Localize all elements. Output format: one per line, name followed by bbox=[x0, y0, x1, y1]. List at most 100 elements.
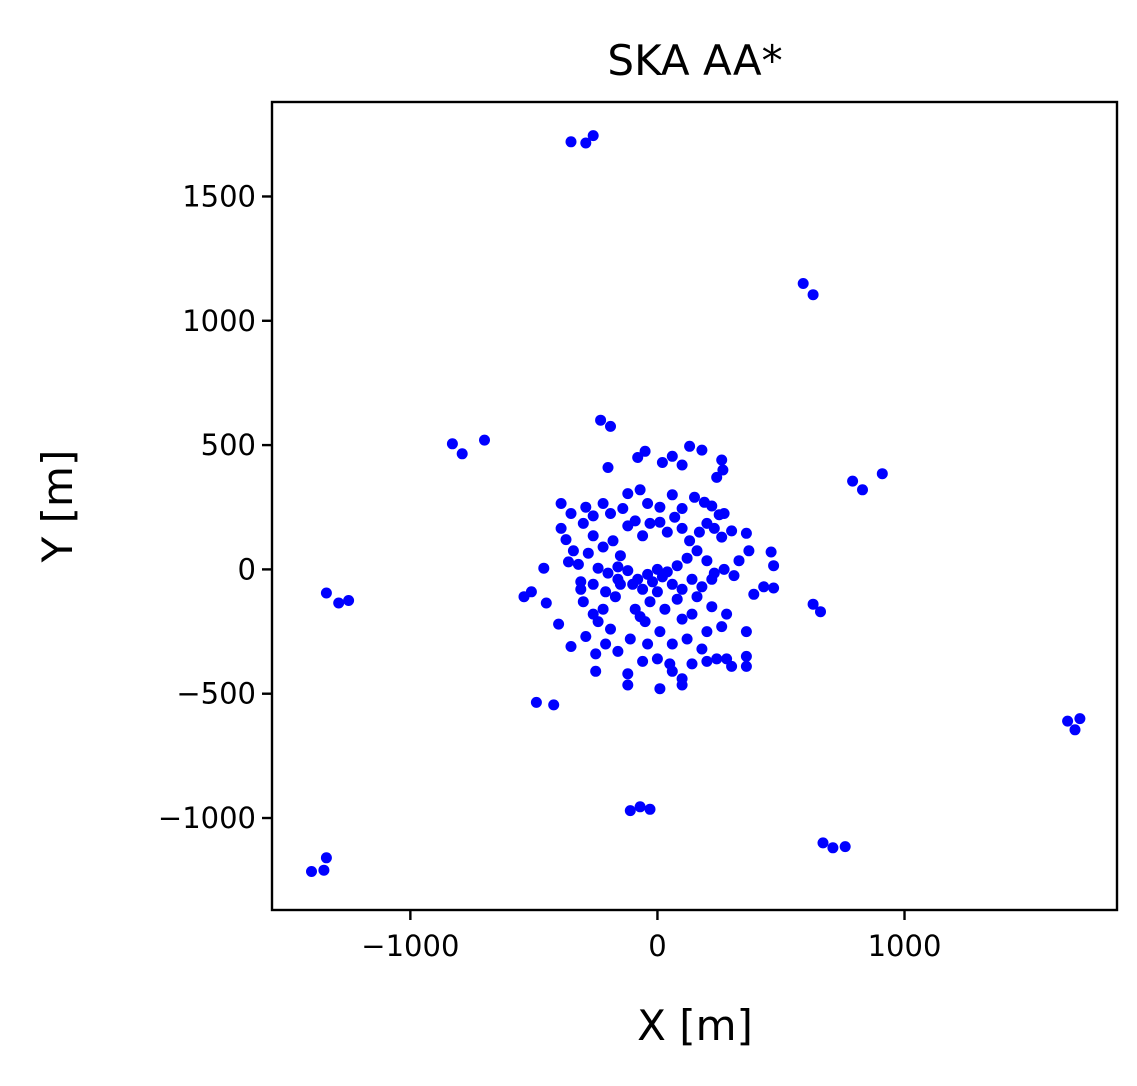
plot-frame bbox=[270, 100, 1119, 912]
data-point bbox=[343, 595, 355, 606]
data-point bbox=[602, 462, 614, 473]
data-point bbox=[1062, 715, 1074, 727]
data-point bbox=[716, 621, 728, 633]
data-point bbox=[605, 623, 616, 635]
data-point bbox=[758, 581, 770, 593]
y-tick-label: 1000 bbox=[182, 304, 256, 338]
data-point bbox=[622, 565, 634, 577]
data-point bbox=[622, 679, 634, 691]
data-point bbox=[567, 545, 579, 557]
data-point bbox=[637, 655, 649, 667]
data-point bbox=[686, 573, 698, 585]
x-axis-ticks: −1000 0 1000 bbox=[361, 910, 941, 963]
data-point bbox=[666, 578, 678, 590]
data-point bbox=[575, 576, 587, 588]
data-point bbox=[555, 522, 567, 534]
y-tick-label: −500 bbox=[176, 677, 256, 711]
data-point bbox=[624, 805, 636, 817]
data-point bbox=[530, 696, 542, 708]
data-point bbox=[689, 491, 700, 503]
data-point bbox=[607, 535, 619, 547]
data-point bbox=[563, 556, 574, 568]
data-point bbox=[627, 578, 639, 590]
data-point bbox=[676, 673, 688, 685]
data-point bbox=[671, 593, 683, 605]
data-point bbox=[681, 552, 693, 564]
data-point bbox=[597, 541, 609, 553]
data-point bbox=[647, 576, 658, 588]
data-point bbox=[671, 560, 683, 572]
data-point bbox=[716, 454, 728, 466]
data-point bbox=[612, 561, 624, 573]
data-point bbox=[684, 440, 696, 452]
data-point bbox=[740, 660, 752, 672]
data-point bbox=[622, 668, 634, 680]
data-point bbox=[839, 841, 851, 853]
data-point bbox=[577, 517, 589, 529]
data-point bbox=[538, 562, 550, 574]
data-point bbox=[632, 452, 644, 463]
data-point bbox=[565, 641, 577, 652]
data-point bbox=[634, 484, 646, 496]
data-point bbox=[479, 434, 490, 446]
data-point bbox=[582, 547, 594, 559]
data-point bbox=[333, 597, 345, 609]
data-point bbox=[592, 616, 604, 628]
data-point bbox=[726, 525, 738, 537]
data-point bbox=[587, 530, 599, 542]
data-point bbox=[553, 618, 565, 630]
data-point bbox=[721, 608, 733, 620]
data-point bbox=[740, 626, 752, 638]
data-point bbox=[654, 516, 666, 528]
data-point bbox=[817, 837, 829, 849]
data-point bbox=[612, 645, 624, 657]
data-point bbox=[718, 508, 730, 519]
data-point bbox=[693, 526, 705, 538]
data-point bbox=[768, 560, 780, 572]
data-point bbox=[642, 638, 654, 650]
data-point bbox=[684, 535, 696, 547]
data-point bbox=[605, 508, 616, 519]
data-point bbox=[696, 581, 708, 593]
data-point bbox=[711, 471, 723, 483]
data-point bbox=[768, 582, 780, 594]
data-point bbox=[807, 598, 819, 610]
data-point bbox=[765, 546, 777, 558]
data-point bbox=[1069, 724, 1081, 736]
data-point bbox=[701, 626, 713, 638]
data-point bbox=[717, 464, 729, 476]
x-tick-label: −1000 bbox=[361, 929, 459, 963]
data-point bbox=[446, 438, 458, 450]
data-point bbox=[587, 578, 599, 590]
data-point bbox=[577, 596, 589, 608]
data-point bbox=[629, 515, 641, 527]
data-point bbox=[580, 631, 592, 642]
data-point bbox=[600, 586, 612, 598]
data-point bbox=[654, 501, 666, 513]
data-point bbox=[711, 653, 723, 665]
data-point bbox=[876, 468, 888, 480]
data-point bbox=[797, 278, 809, 289]
data-point bbox=[565, 508, 577, 519]
data-point bbox=[540, 597, 552, 609]
data-point bbox=[815, 606, 826, 618]
data-point bbox=[661, 526, 673, 538]
data-point bbox=[565, 136, 577, 148]
data-point bbox=[622, 488, 634, 500]
data-point bbox=[681, 633, 693, 645]
data-point bbox=[634, 801, 646, 813]
data-point bbox=[676, 522, 688, 534]
data-point bbox=[1074, 713, 1086, 725]
y-tick-label: 500 bbox=[201, 428, 256, 462]
data-point bbox=[740, 527, 752, 539]
y-tick-label: 0 bbox=[238, 552, 256, 586]
y-tick-label: −1000 bbox=[158, 801, 256, 835]
x-tick-label: 0 bbox=[648, 929, 666, 963]
data-point bbox=[676, 583, 688, 595]
data-point bbox=[701, 655, 713, 667]
data-point bbox=[691, 545, 703, 557]
data-point bbox=[740, 650, 752, 662]
data-point bbox=[605, 420, 616, 432]
data-point bbox=[617, 503, 629, 514]
data-point bbox=[637, 530, 649, 542]
